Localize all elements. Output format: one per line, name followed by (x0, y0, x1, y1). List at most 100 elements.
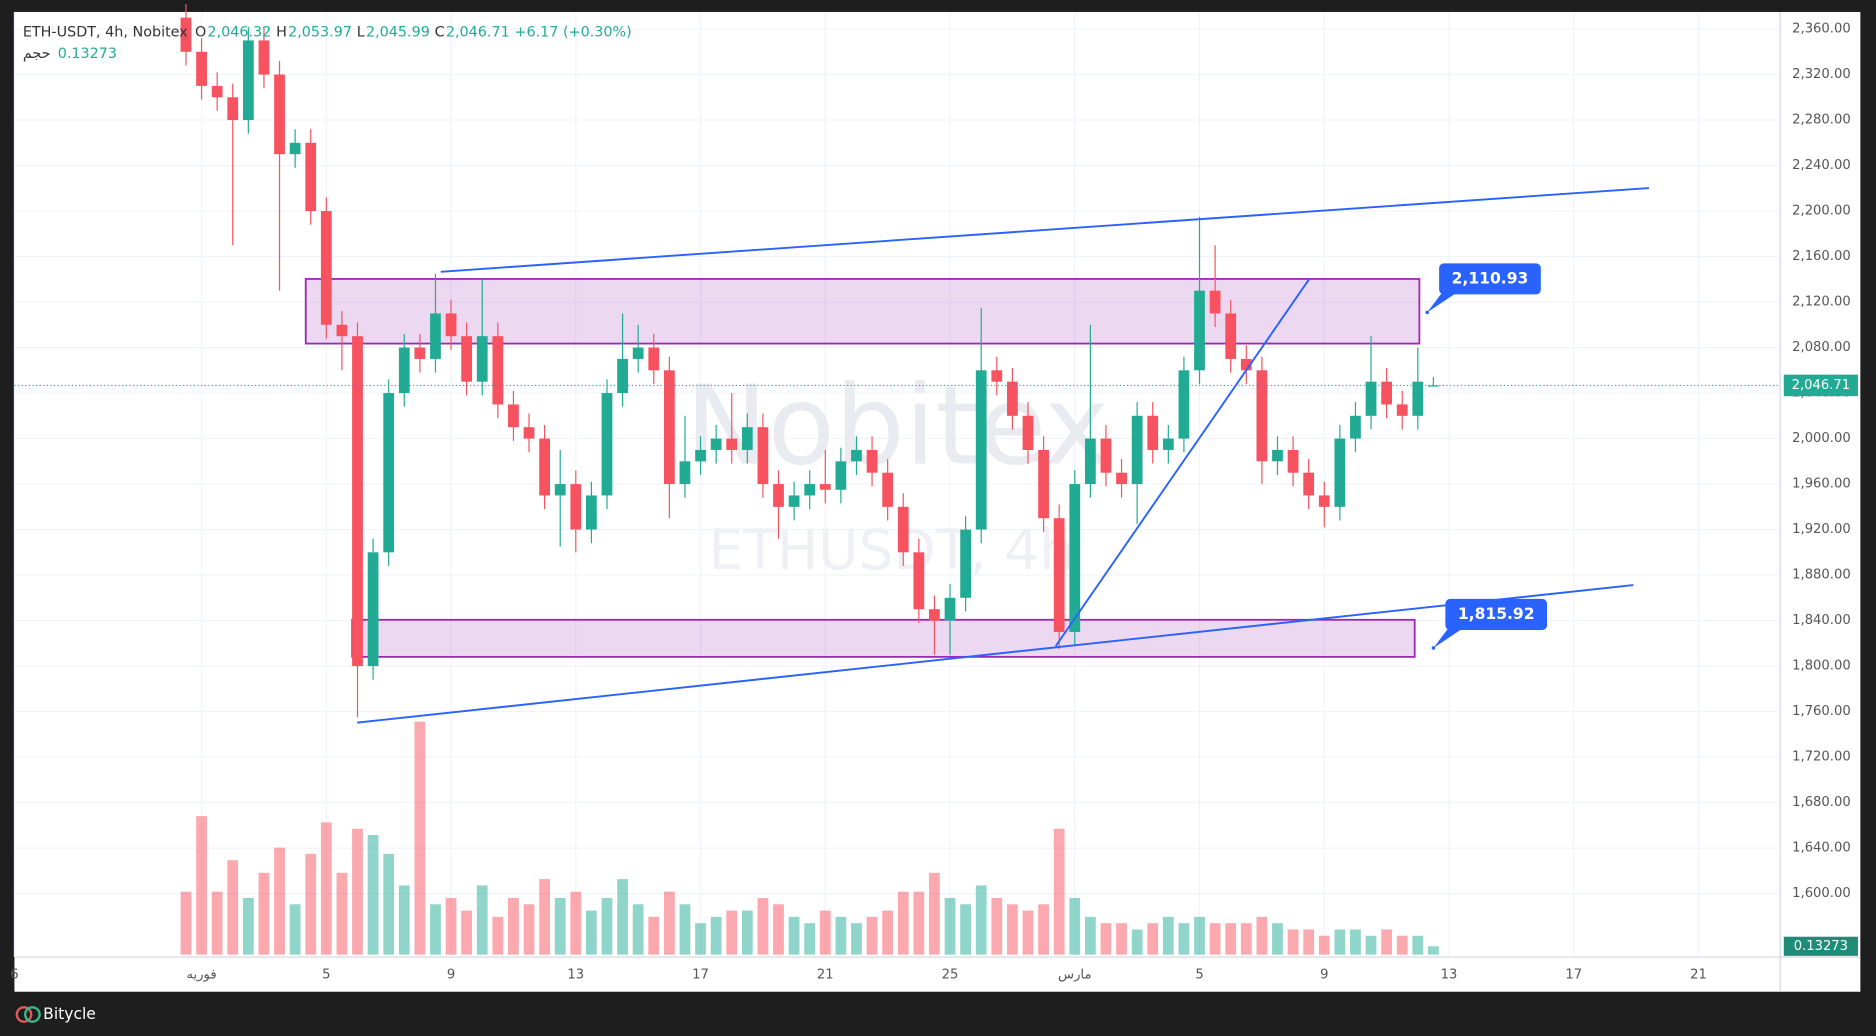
candle-body (897, 506, 909, 553)
candle-body (274, 74, 285, 155)
candle-body (1131, 415, 1143, 485)
candle-body (804, 484, 816, 496)
candle-body (445, 313, 457, 337)
candle-body (1178, 370, 1190, 439)
volume-bar (975, 885, 987, 955)
volume-bar (679, 904, 691, 955)
callout-anchor (1425, 310, 1429, 315)
candle-body (1428, 385, 1439, 387)
volume-bar (804, 923, 816, 955)
volume-bar (835, 916, 847, 955)
volume-bar (866, 916, 878, 955)
candle-body (1381, 381, 1393, 405)
volume-bar (648, 916, 660, 955)
y-tick-label: 1,760.00 (1792, 704, 1851, 719)
volume-bar (695, 923, 706, 955)
candle-body (601, 393, 613, 496)
candle-body (695, 449, 706, 462)
candle-body (944, 597, 956, 621)
candle-body (617, 358, 628, 394)
candle-body (430, 313, 441, 359)
candle-body (1225, 313, 1237, 359)
trend-line (357, 584, 1634, 724)
candle-body (1053, 518, 1065, 632)
symbol: ETH-USDT, 4h, Nobitex (23, 24, 188, 40)
volume-bar (211, 891, 223, 955)
y-tick-label: 2,120.00 (1792, 295, 1851, 310)
candle-body (975, 370, 987, 530)
candle-body (866, 449, 878, 473)
volume-bar (430, 904, 441, 955)
callout-anchor (1431, 646, 1436, 650)
zone (351, 618, 1416, 658)
volume-bar (305, 853, 317, 955)
volume-bar (710, 916, 722, 955)
y-tick-label: 2,280.00 (1792, 113, 1851, 128)
y-tick-label: 2,360.00 (1792, 22, 1851, 37)
candle-body (757, 427, 769, 485)
volume-bar (1194, 916, 1205, 955)
volume-bar (367, 835, 379, 955)
volume-bar (492, 916, 504, 955)
legend: ETH-USDT, 4h, Nobitex O 2,046.32 H 2,053.97 L… (23, 24, 632, 62)
watermark: ETHUSDT, 4h (708, 518, 1074, 582)
volume-bar (1365, 935, 1377, 955)
candle-body (913, 552, 925, 610)
y-tick-label: 2,160.00 (1792, 249, 1851, 264)
y-tick-label: 2,240.00 (1792, 158, 1851, 173)
callout-label: 2,110.93 (1452, 269, 1529, 287)
volume-bar (601, 897, 613, 955)
volume-bar (1022, 910, 1034, 955)
volume-bar (1256, 916, 1268, 955)
ohlc-key: O (195, 24, 206, 40)
ohlc-value: 2,046.32 (207, 24, 271, 40)
candle-body (1162, 438, 1174, 450)
callout-label: 1,815.92 (1458, 605, 1535, 623)
candle-body (508, 404, 519, 428)
candle-body (1100, 438, 1112, 473)
x-tick-label: 21 (1690, 967, 1707, 982)
volume-bar (352, 828, 363, 955)
volume-bar (320, 822, 332, 955)
volume-bar (944, 897, 956, 955)
volume-bar (960, 904, 972, 955)
volume-bar (1100, 923, 1112, 955)
candle-body (1069, 484, 1081, 632)
ohlc-key: L (357, 24, 365, 40)
volume-bar (586, 910, 597, 955)
y-tick-label: 1,880.00 (1792, 568, 1851, 583)
volume-bar (788, 916, 800, 955)
volume-bar (570, 891, 582, 955)
candle-body (492, 336, 504, 405)
volume-bar (1428, 946, 1439, 955)
volume-bar (1287, 929, 1299, 955)
volume-bar (539, 879, 550, 955)
volume-bar (1116, 923, 1127, 955)
volume-bar (1038, 904, 1049, 955)
volume-bar (632, 904, 644, 955)
candle-body (414, 347, 426, 359)
candle-body (1116, 472, 1127, 485)
x-tick-label: 5 (1195, 967, 1203, 982)
y-tick-label: 1,840.00 (1792, 613, 1851, 628)
candle-body (1412, 381, 1424, 416)
candle-body (679, 461, 691, 485)
volume-bar (897, 891, 909, 955)
volume-bar (1318, 935, 1330, 955)
candle-body (289, 142, 301, 155)
candle-body (523, 427, 535, 439)
candle-body (570, 484, 582, 530)
y-tick-label: 1,680.00 (1792, 795, 1851, 810)
footer: Bitycle (15, 1005, 96, 1023)
volume-bar (1209, 923, 1221, 955)
x-tick-label: 13 (567, 967, 584, 982)
volume-bar (663, 891, 675, 955)
callout-pointer (1433, 628, 1463, 648)
candle-body (726, 438, 738, 450)
candle-body (991, 370, 1003, 382)
x-tick-label: مارس (1058, 967, 1091, 982)
ohlc-value: 2,053.97 (288, 24, 352, 40)
candle-body (1022, 415, 1034, 450)
volume (180, 721, 1439, 955)
